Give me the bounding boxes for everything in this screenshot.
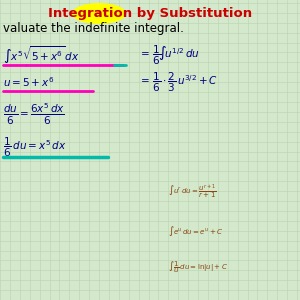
Text: $=\,\dfrac{1}{6}\!\int\! u^{1/2}\,du$: $=\,\dfrac{1}{6}\!\int\! u^{1/2}\,du$	[138, 44, 200, 67]
Text: $u = 5+x^6$: $u = 5+x^6$	[3, 76, 54, 89]
Text: $\int x^5\sqrt{5+x^6}\,dx$: $\int x^5\sqrt{5+x^6}\,dx$	[3, 45, 80, 66]
Text: $\int\dfrac{1}{u}\,du = \ln|u|+C$: $\int\dfrac{1}{u}\,du = \ln|u|+C$	[168, 259, 228, 275]
Text: $\int e^u\,du = e^u+C$: $\int e^u\,du = e^u+C$	[168, 224, 223, 238]
Text: $=\,\dfrac{1}{6}\cdot\dfrac{2}{3}\,u^{3/2}+C$: $=\,\dfrac{1}{6}\cdot\dfrac{2}{3}\,u^{3/…	[138, 71, 218, 94]
Text: $\int u^r\,du = \dfrac{u^{r+1}}{r+1}$: $\int u^r\,du = \dfrac{u^{r+1}}{r+1}$	[168, 183, 217, 201]
Ellipse shape	[72, 3, 126, 24]
Text: $\dfrac{du}{6} = \dfrac{6x^5\,dx}{6}$: $\dfrac{du}{6} = \dfrac{6x^5\,dx}{6}$	[3, 101, 65, 127]
Text: $\dfrac{1}{6}\,du = x^5\,dx$: $\dfrac{1}{6}\,du = x^5\,dx$	[3, 135, 67, 159]
Text: valuate the indefinite integral.: valuate the indefinite integral.	[3, 22, 184, 35]
Text: Integration by Substitution: Integration by Substitution	[48, 7, 252, 20]
